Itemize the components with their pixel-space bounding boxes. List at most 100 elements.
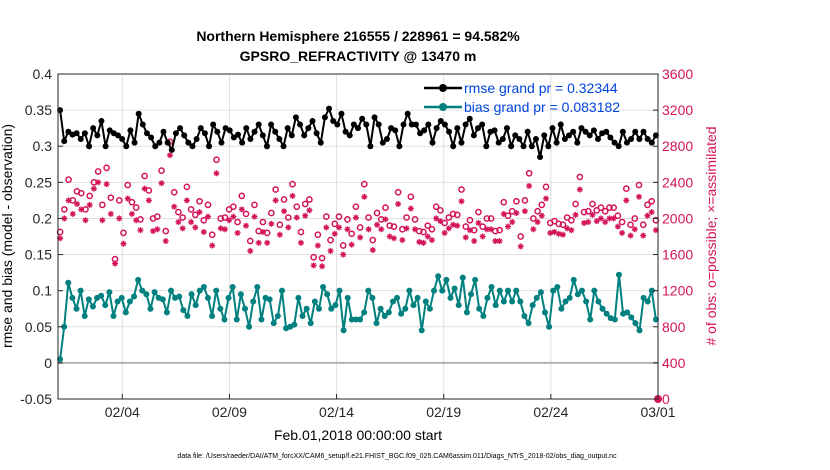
possible-obs-marker [65,176,72,183]
bias-marker [361,309,368,316]
rmse-marker [177,125,184,132]
possible-obs-marker [284,214,292,221]
rmse-marker [164,139,171,146]
bias-marker [348,316,355,323]
assimilated-obs-marker [221,226,228,233]
bias-marker [632,320,639,327]
assimilated-marker-stroke [556,231,562,237]
assimilated-marker-stroke [239,206,245,212]
assimilated-marker-stroke [163,238,169,244]
assimilated-obs-marker [116,215,123,222]
y-tick-label: 0.05 [25,319,52,335]
assimilated-marker-stroke [420,240,427,246]
rmse-marker [549,125,556,132]
possible-obs-marker [648,197,656,205]
rmse-marker [135,110,142,117]
assimilated-marker-stroke [619,230,625,236]
rmse-marker [450,143,457,150]
bias-marker [250,298,257,305]
bias-marker [443,276,450,283]
assimilated-marker-stroke [91,186,97,192]
assimilated-obs-marker [251,213,258,220]
rmse-marker [268,121,275,128]
bias-marker [492,302,499,309]
assimilated-marker-stroke [82,217,89,223]
assimilated-marker-stroke [526,183,532,189]
assimilated-marker-stroke [475,220,481,226]
assimilated-marker-stroke [450,222,456,228]
assimilated-obs-marker [441,229,448,236]
assimilated-marker-stroke [442,230,448,236]
assimilated-marker-stroke [188,219,194,225]
rmse-marker [214,128,221,135]
assimilated-obs-marker [192,224,199,231]
possible-obs-marker [500,198,508,206]
assimilated-marker-stroke [137,227,143,233]
rmse-marker [148,134,155,141]
possible-obs-marker [382,204,389,211]
possible-obs-marker [348,230,356,238]
assimilated-marker-stroke [298,240,304,246]
assimilated-obs-marker [382,216,389,223]
y-tick-label: 0.3 [33,138,53,154]
y-tick-label: 0.1 [33,283,53,299]
assimilated-marker-stroke [104,181,110,187]
y-axis-right: 0 400 800 1200 1600 2000 2400 2800 3200 3600 [653,66,693,407]
bias-marker [328,305,335,312]
assimilated-marker-stroke [467,227,473,233]
obs-series [56,138,662,403]
assimilated-obs-marker [606,215,613,222]
bias-marker [591,287,598,294]
bias-marker [652,316,659,323]
rmse-marker [392,127,399,134]
possible-obs-marker [196,197,203,205]
possible-obs-marker [437,206,444,214]
possible-obs-marker [322,213,330,220]
bias-marker [558,305,565,312]
rmse-marker [160,128,167,135]
assimilated-obs-marker [196,209,203,216]
y-tick-label: 0.2 [33,210,53,226]
assimilated-marker-stroke [230,214,236,220]
bias-marker [135,276,142,283]
rmse-marker [396,143,403,150]
rmse-marker [421,127,428,134]
possible-obs-marker [483,215,491,222]
possible-obs-marker [314,231,322,239]
possible-obs-marker [327,236,334,244]
assimilated-obs-marker [357,234,364,241]
bias-marker [295,294,302,301]
possible-obs-marker [120,229,127,237]
plot-area [58,74,658,399]
bias-marker [77,287,84,294]
assimilated-obs-marker [238,206,245,213]
bias-marker [332,302,339,309]
assimilated-obs-marker [103,181,110,188]
assimilated-marker-stroke [446,225,452,231]
possible-obs-marker [597,204,605,211]
rmse-marker [512,132,519,139]
bias-marker [168,287,175,294]
bias-marker [340,327,347,334]
possible-obs-marker [411,215,419,223]
rmse-marker [648,139,655,146]
possible-obs-marker [576,173,584,181]
rmse-marker [90,125,97,132]
x-tick-label: 02/24 [533,404,568,420]
chart-subtitle: GPSRO_REFRACTIVITY @ 13470 m [240,48,477,64]
assimilated-marker-stroke [302,213,308,219]
assimilated-obs-marker [509,219,516,226]
assimilated-marker-stroke [116,215,122,222]
rmse-marker [342,128,349,135]
bias-marker [562,298,569,305]
bias-marker [57,356,64,363]
possible-obs-marker [572,200,579,208]
possible-obs-marker [132,204,140,211]
rmse-marker [168,146,175,153]
possible-obs-marker [627,221,634,229]
assimilated-obs-marker [107,210,114,217]
rmse-marker [272,128,279,135]
bias-marker [463,309,470,316]
bias-marker [451,285,458,292]
bias-marker [644,298,651,305]
